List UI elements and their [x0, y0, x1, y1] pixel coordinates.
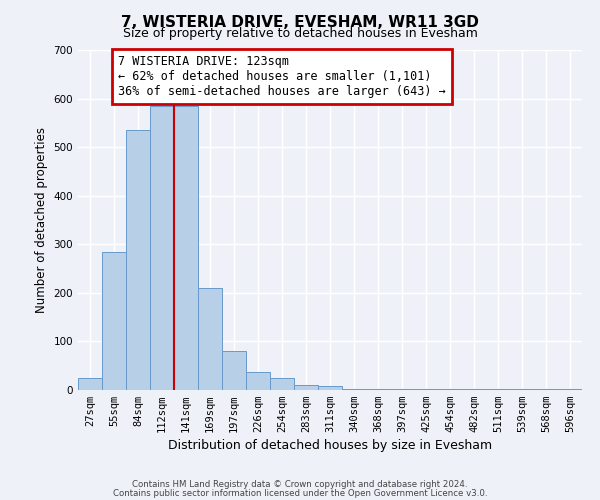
X-axis label: Distribution of detached houses by size in Evesham: Distribution of detached houses by size …: [168, 440, 492, 452]
Bar: [318, 386, 342, 390]
Bar: [270, 378, 294, 390]
Bar: [294, 385, 318, 390]
Bar: [126, 130, 150, 390]
Bar: [414, 388, 438, 390]
Bar: [390, 388, 414, 390]
Text: Size of property relative to detached houses in Evesham: Size of property relative to detached ho…: [122, 28, 478, 40]
Bar: [174, 106, 198, 390]
Bar: [198, 288, 222, 390]
Text: Contains HM Land Registry data © Crown copyright and database right 2024.: Contains HM Land Registry data © Crown c…: [132, 480, 468, 489]
Bar: [102, 252, 126, 390]
Text: 7, WISTERIA DRIVE, EVESHAM, WR11 3GD: 7, WISTERIA DRIVE, EVESHAM, WR11 3GD: [121, 15, 479, 30]
Bar: [438, 388, 462, 390]
Bar: [462, 388, 486, 390]
Bar: [222, 351, 246, 390]
Bar: [150, 106, 174, 390]
Bar: [246, 372, 270, 390]
Bar: [534, 388, 558, 390]
Bar: [510, 388, 534, 390]
Bar: [366, 388, 390, 390]
Y-axis label: Number of detached properties: Number of detached properties: [35, 127, 48, 313]
Bar: [78, 378, 102, 390]
Text: Contains public sector information licensed under the Open Government Licence v3: Contains public sector information licen…: [113, 488, 487, 498]
Text: 7 WISTERIA DRIVE: 123sqm
← 62% of detached houses are smaller (1,101)
36% of sem: 7 WISTERIA DRIVE: 123sqm ← 62% of detach…: [118, 55, 446, 98]
Bar: [342, 388, 366, 390]
Bar: [486, 388, 510, 390]
Bar: [558, 388, 582, 390]
